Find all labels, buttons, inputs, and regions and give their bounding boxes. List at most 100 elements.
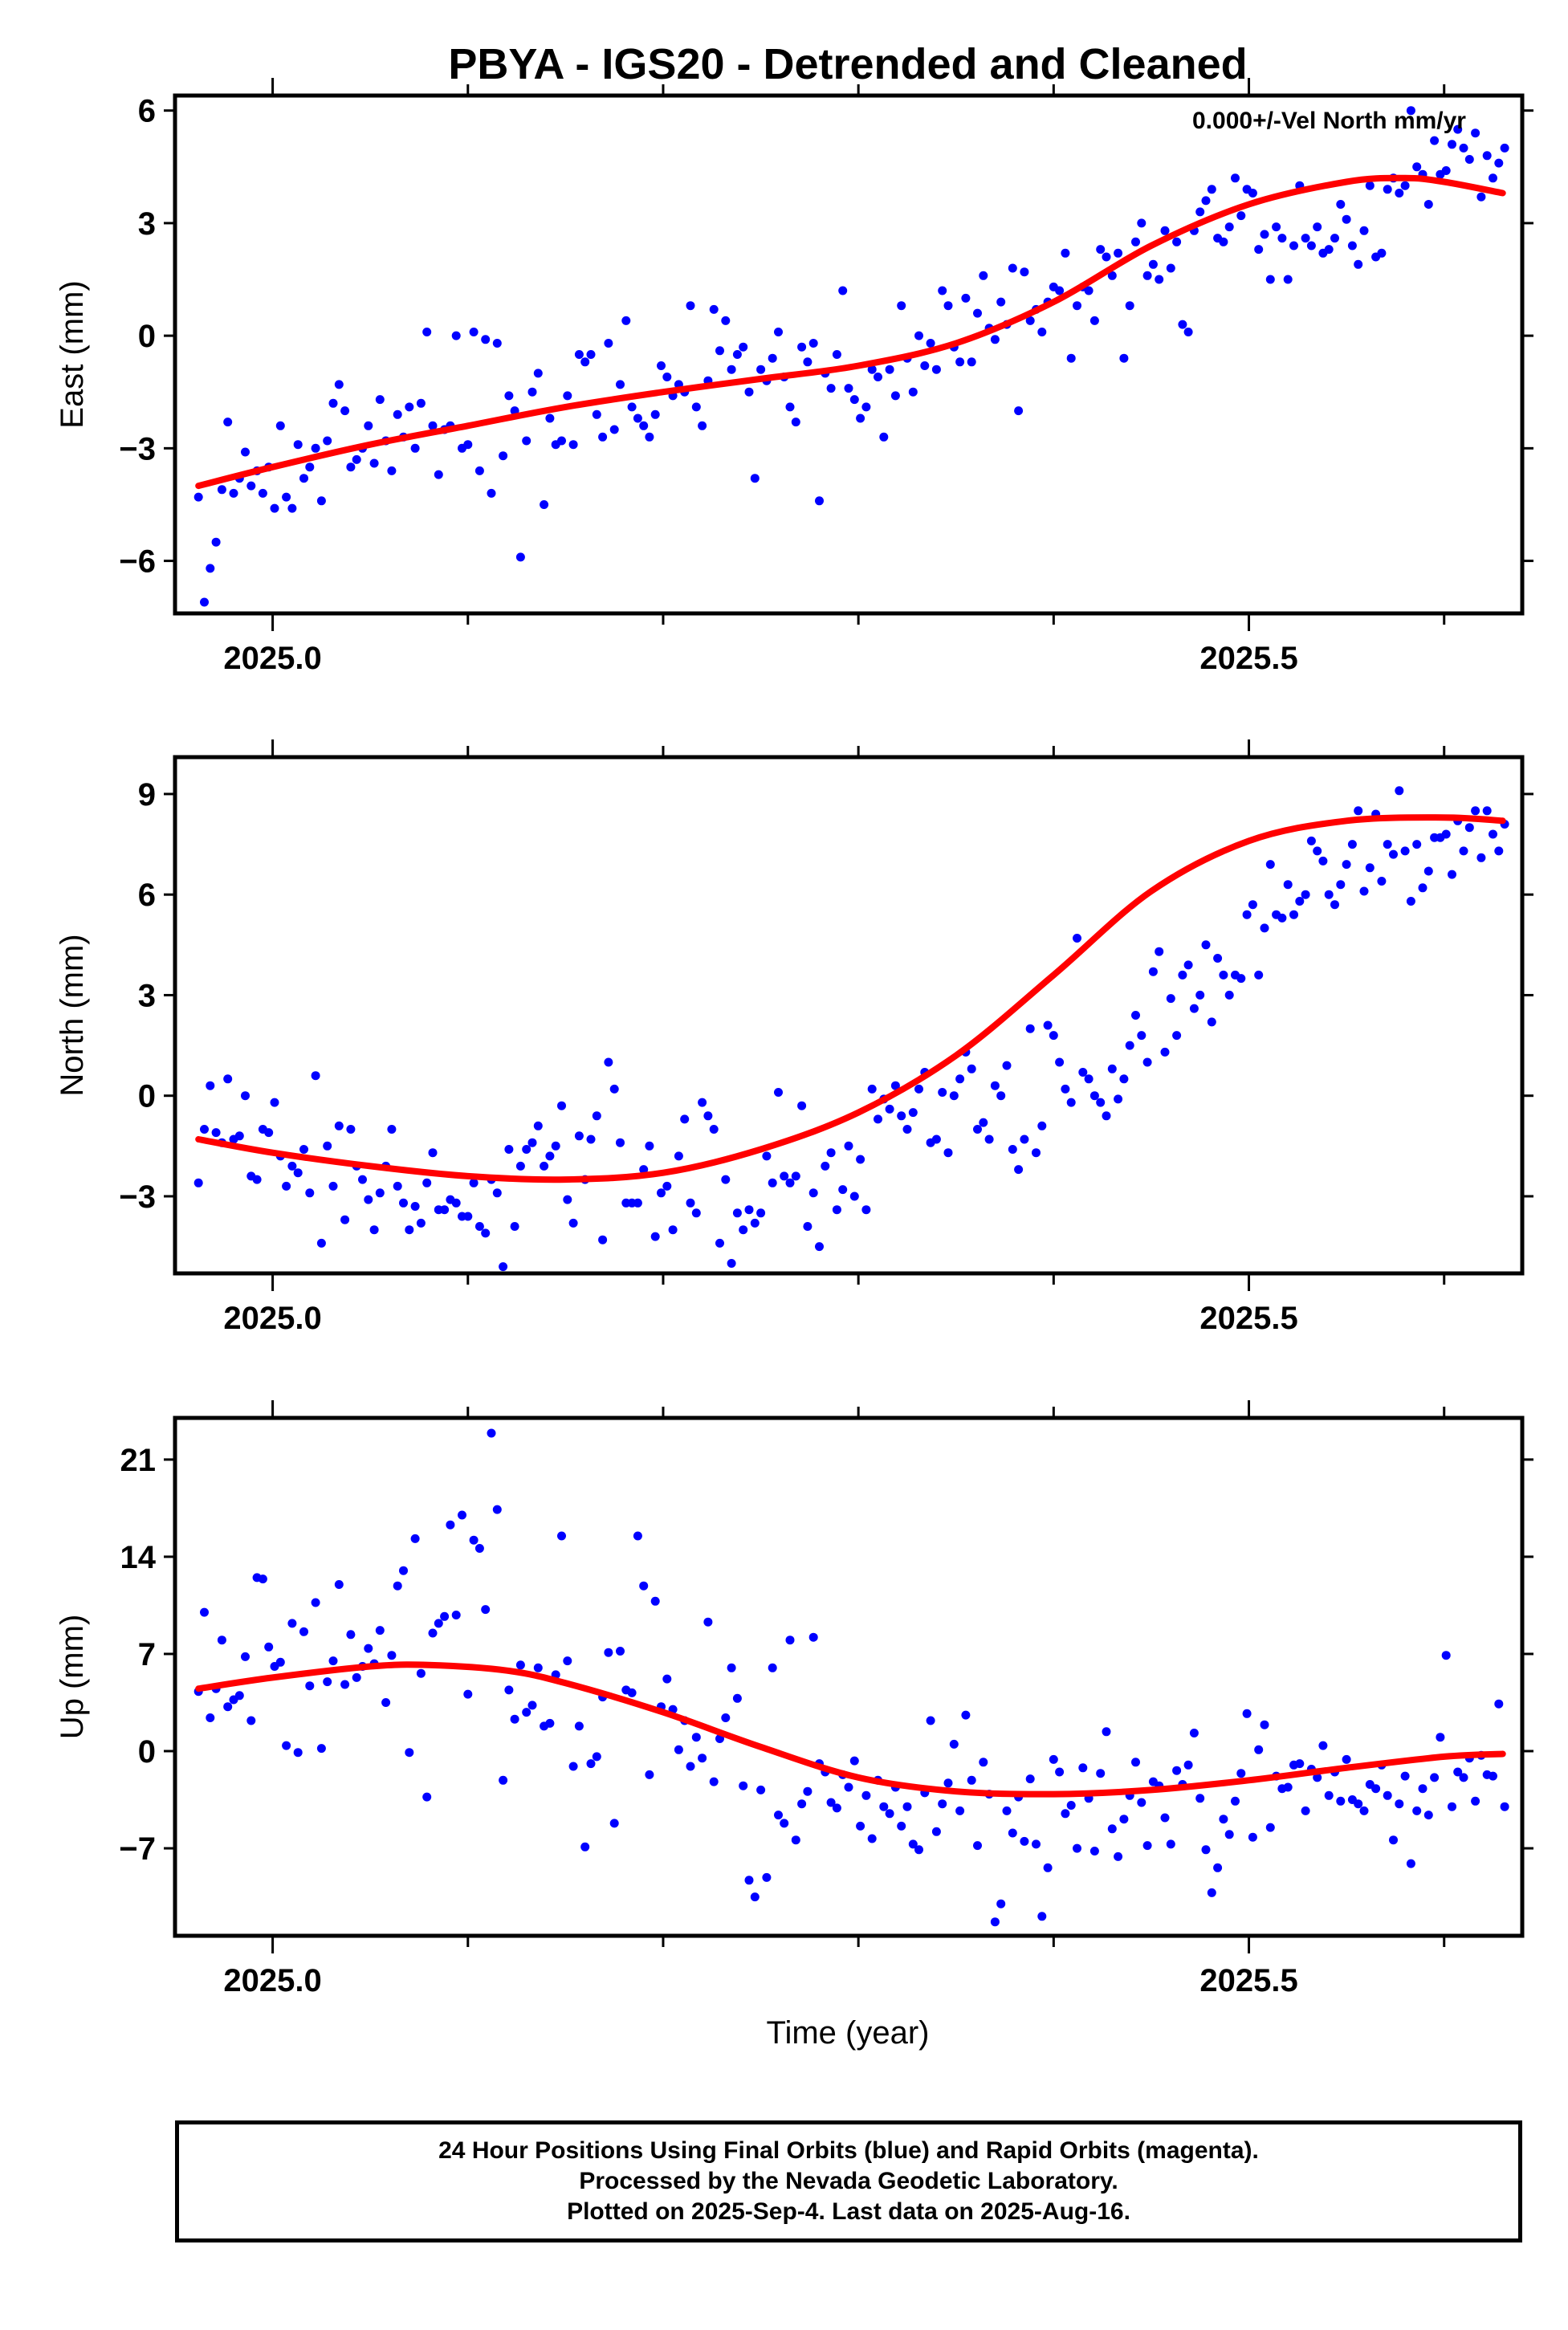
- data-point: [867, 365, 877, 374]
- data-point: [774, 1088, 783, 1097]
- data-point: [1119, 353, 1129, 363]
- data-point: [1119, 1815, 1129, 1824]
- data-point: [1224, 222, 1234, 232]
- data-point: [1359, 1806, 1369, 1815]
- data-point: [938, 1799, 947, 1809]
- data-point: [270, 503, 279, 513]
- data-point: [399, 1198, 408, 1208]
- y-tick-label: 0: [138, 1079, 156, 1114]
- data-point: [1037, 1912, 1047, 1921]
- panel-north: −3 0 3 6 9 2025.0 2025.5 North (mm): [55, 739, 1533, 1336]
- data-point: [698, 421, 707, 430]
- data-point: [451, 1611, 461, 1619]
- y-tick-label: −6: [119, 544, 156, 580]
- data-point: [1448, 870, 1456, 879]
- data-point: [780, 1171, 789, 1181]
- data-point: [744, 1205, 754, 1215]
- data-point: [211, 537, 221, 547]
- data-point: [861, 1790, 871, 1800]
- data-point: [499, 1262, 508, 1272]
- data-point: [774, 1811, 783, 1820]
- data-point: [1148, 967, 1158, 976]
- data-point: [1359, 226, 1369, 235]
- data-point: [557, 1531, 566, 1541]
- data-point: [762, 1872, 772, 1882]
- data-point: [616, 1647, 625, 1656]
- data-point: [1248, 189, 1257, 198]
- data-point: [890, 391, 900, 401]
- data-point: [1008, 1145, 1017, 1154]
- data-point: [1089, 1847, 1099, 1855]
- data-point: [533, 369, 543, 378]
- data-point: [838, 286, 848, 295]
- data-point: [996, 297, 1006, 307]
- data-point: [369, 458, 379, 468]
- data-point: [1254, 245, 1264, 255]
- data-point: [686, 1198, 695, 1208]
- data-point: [474, 1544, 484, 1553]
- data-point: [1219, 237, 1228, 246]
- data-point: [715, 1238, 724, 1248]
- data-point: [1201, 196, 1211, 206]
- data-point: [1448, 140, 1456, 149]
- data-point: [1096, 1098, 1106, 1107]
- data-point: [1324, 1790, 1334, 1800]
- data-point: [1008, 263, 1017, 273]
- data-point: [540, 500, 549, 509]
- data-point: [1471, 128, 1480, 138]
- data-point: [709, 1777, 719, 1786]
- data-point: [885, 1104, 894, 1114]
- data-point: [1236, 974, 1246, 984]
- data-point: [193, 1178, 203, 1187]
- y-tick-label: 14: [120, 1540, 157, 1575]
- data-point: [703, 1617, 713, 1627]
- data-point: [305, 462, 315, 472]
- data-point: [1172, 1031, 1182, 1041]
- data-point: [949, 1739, 959, 1749]
- data-point: [668, 1225, 678, 1235]
- data-point: [1014, 406, 1024, 416]
- data-point: [481, 1228, 491, 1238]
- data-point: [299, 1145, 308, 1154]
- data-point: [1224, 990, 1234, 1000]
- data-point: [967, 357, 976, 367]
- data-point: [1207, 1888, 1216, 1897]
- data-point: [856, 1821, 865, 1831]
- data-point: [1318, 856, 1328, 866]
- data-point: [808, 1632, 818, 1642]
- data-point: [1406, 106, 1415, 116]
- data-point: [1066, 353, 1076, 363]
- data-point: [217, 1635, 226, 1645]
- data-point: [1148, 259, 1158, 269]
- data-point: [416, 398, 426, 408]
- data-point: [715, 346, 724, 356]
- data-point: [1166, 1839, 1175, 1849]
- data-point: [287, 1619, 297, 1628]
- data-point: [838, 1185, 848, 1195]
- data-point: [492, 1188, 502, 1198]
- data-point: [774, 328, 783, 336]
- data-point: [1236, 211, 1246, 221]
- data-point: [1400, 181, 1410, 190]
- data-point: [1032, 1839, 1041, 1849]
- data-point: [1377, 877, 1387, 886]
- data-point: [481, 1605, 491, 1615]
- data-point: [510, 1714, 519, 1724]
- data-point: [721, 316, 731, 325]
- data-point: [346, 462, 356, 472]
- data-point: [311, 443, 320, 453]
- data-point: [287, 1161, 297, 1171]
- data-point: [627, 1688, 637, 1697]
- data-point: [604, 1648, 613, 1657]
- data-point: [200, 1125, 209, 1134]
- data-point: [1383, 840, 1392, 849]
- data-point: [1142, 1841, 1152, 1851]
- data-point: [487, 488, 496, 498]
- data-point: [1102, 1111, 1111, 1121]
- x-tick-label: 2025.0: [223, 641, 321, 676]
- data-point: [252, 1175, 262, 1184]
- data-point: [785, 1178, 795, 1187]
- data-point: [739, 1781, 748, 1790]
- plot-frame: [173, 1416, 1525, 1938]
- data-point: [1489, 829, 1497, 839]
